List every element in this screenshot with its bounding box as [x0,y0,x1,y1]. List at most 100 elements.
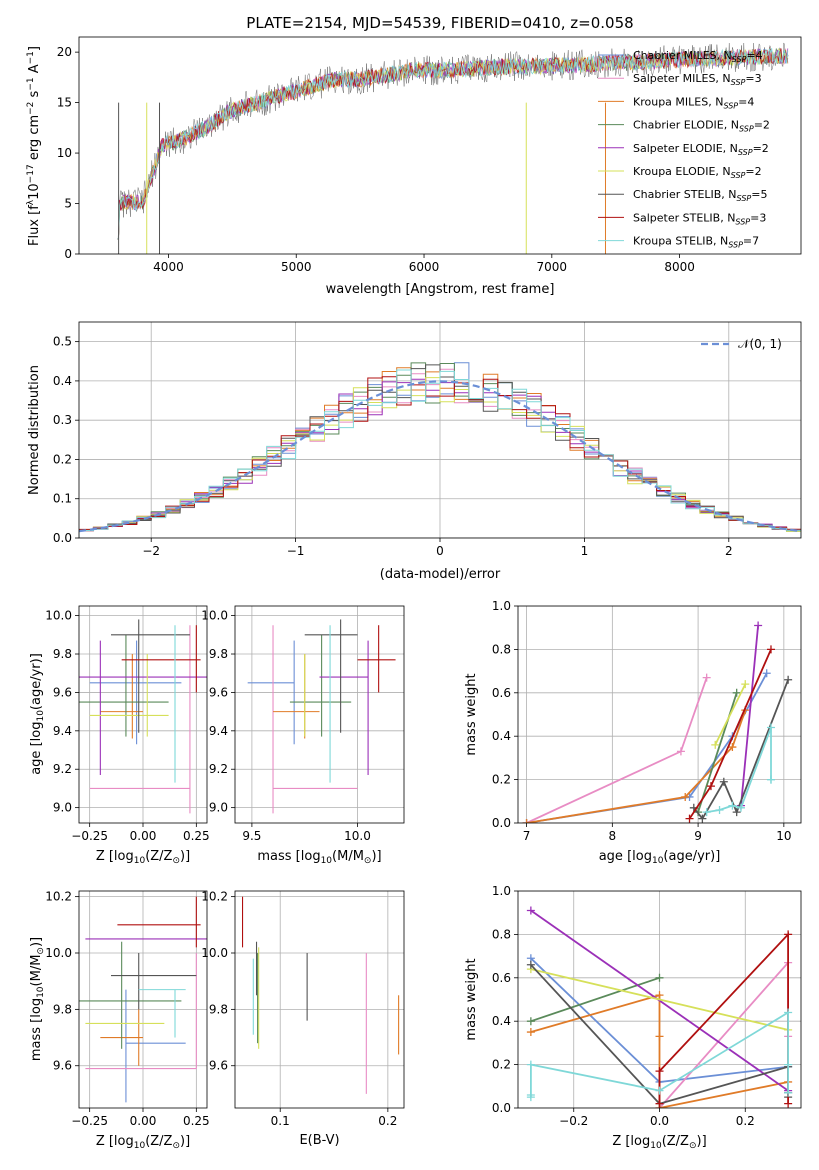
x-tick-label: 4000 [153,260,184,274]
legend-part: Kroupa ELODIE, N [633,165,731,178]
data-point [655,991,664,1000]
x-tick-label: 10 [776,829,791,843]
data-point [526,1028,535,1037]
data-point [526,1017,535,1026]
data-point [655,973,664,982]
label-part: s [27,90,42,101]
legend-label: Kroupa STELIB, NSSP=7 [633,235,759,250]
y-tick-label: 0.2 [492,1058,511,1072]
y-tick-label: 20 [57,45,72,59]
data-point [526,1060,535,1069]
x-tick-label: −1 [287,544,305,558]
x-tick-label: −2 [142,544,160,558]
data-point [741,680,750,689]
y-tick-label: 0.6 [492,686,511,700]
y-tick-label: 9.6 [53,685,72,699]
legend-part: SSP [728,241,743,250]
axes-frame [517,890,802,1109]
axes-frame [78,890,208,1109]
legend-part: Chabrier ELODIE, N [633,119,739,132]
plot-area [235,891,404,1108]
legend-label: 𝒩(0, 1) [738,337,782,351]
x-axis-label: mass [log10(M/M⊙)] [257,849,381,866]
label-part: (M/M [332,849,364,864]
data-point [736,803,745,812]
data-point [655,1099,664,1108]
legend-part: Salpeter MILES, N [633,72,731,85]
legend-part: SSP [735,217,750,226]
label-part: (M/M [29,955,44,987]
plot-area [79,606,207,823]
legend-part: =2 [753,142,769,155]
label-part: erg cm [27,115,42,164]
legend-label: Salpeter STELIB, NSSP=3 [633,211,766,226]
axes-frame [78,605,208,824]
y-tick-label: 0.2 [53,452,72,466]
x-tick-label: 9.5 [242,829,261,843]
label-part: (age/yr)] [663,849,720,864]
x-tick-label: 8000 [664,260,695,274]
legend-part: Kroupa MILES, N [633,95,723,108]
panel-age-vs-Z: −0.25 0.00 0.259.09.29.49.69.810.0Z [log10… [29,605,210,866]
data-point [732,688,741,697]
data-point [698,814,707,823]
legend-part: Chabrier MILES, N [633,49,732,62]
y-tick-label: 5 [64,197,72,211]
label-part: ] [27,46,42,51]
x-tick-label: −0.25 [71,1114,108,1128]
label-part: Z [log [612,1134,650,1149]
y-axis-label: mass weight [464,673,479,755]
y-tick-label: 9.0 [209,801,228,815]
label-part: 10 [652,856,664,866]
plot-area [79,891,207,1108]
label-part: A [27,64,42,77]
data-point [715,805,724,814]
data-point [655,1067,664,1076]
axes-frame [78,36,802,255]
label-part: 10 [650,1141,662,1151]
x-axis-label: Z [log10(Z/Z⊙)] [96,1134,190,1151]
axes-frame [234,890,405,1109]
label-part: mass [log [257,849,320,864]
y-axis-label: mass [log10(M/M⊙)] [29,937,46,1061]
x-axis-label: Z [log10(Z/Z⊙)] [612,1134,706,1151]
label-part: )] [697,1134,707,1149]
y-tick-label: 0.4 [492,1014,511,1028]
y-tick-label: 10.0 [201,946,228,960]
x-tick-label: 9 [694,829,702,843]
y-tick-label: 9.8 [53,647,72,661]
x-tick-label: 6000 [409,260,440,274]
data-point [766,723,775,732]
plot-area [117,42,789,254]
label-part: 10 [134,856,146,866]
label-part: age [log [599,849,652,864]
label-part: −1 [26,77,36,90]
x-tick-label: 5000 [281,260,312,274]
panel-massweight-vs-Z: −0.2 0.0 0.2 0.0 0.2 0.4 0.6 0.8 1.0 Z [log10(Z/Z… [464,884,802,1151]
y-tick-label: 0.0 [492,1101,511,1115]
y-tick-label: 0.6 [492,971,511,985]
legend-label: Kroupa MILES, NSSP=4 [633,95,754,110]
y-axis-label: age [log10(age/yr)] [29,653,46,775]
axes-frame [234,605,405,824]
y-tick-label: 10.2 [45,890,72,904]
plot-area [235,606,404,823]
label-part: )] [29,937,44,947]
y-tick-label: 9.0 [53,801,72,815]
legend-part: =7 [743,235,759,248]
label-part: 10 [321,856,333,866]
data-point [526,1090,535,1099]
x-tick-label: −0.25 [71,829,108,843]
data-point [526,960,535,969]
y-tick-label: 9.4 [209,724,228,738]
legend-label: Chabrier MILES, NSSP=4 [633,49,763,64]
legend-label: Salpeter ELODIE, NSSP=2 [633,142,769,157]
x-axis-label: E(B-V) [299,1133,339,1148]
legend-part: SSP [739,125,754,134]
y-tick-label: 9.2 [53,762,72,776]
x-tick-label: 1 [581,544,589,558]
label-part: mass [log [29,998,44,1061]
label-part: ⊙ [364,856,372,866]
data-point [702,808,711,817]
label-part: Z [log [96,849,134,864]
